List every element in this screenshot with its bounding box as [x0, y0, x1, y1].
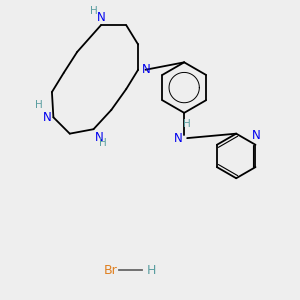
Text: N: N [174, 132, 183, 145]
Text: H: H [183, 118, 191, 129]
Text: N: N [142, 63, 150, 76]
Text: H: H [90, 6, 98, 16]
Text: N: N [43, 111, 52, 124]
Text: N: N [95, 131, 104, 144]
Text: H: H [99, 137, 107, 148]
Text: H: H [147, 264, 156, 277]
Text: N: N [97, 11, 105, 24]
Text: H: H [35, 100, 43, 110]
Text: Br: Br [103, 264, 117, 277]
Text: N: N [252, 129, 260, 142]
